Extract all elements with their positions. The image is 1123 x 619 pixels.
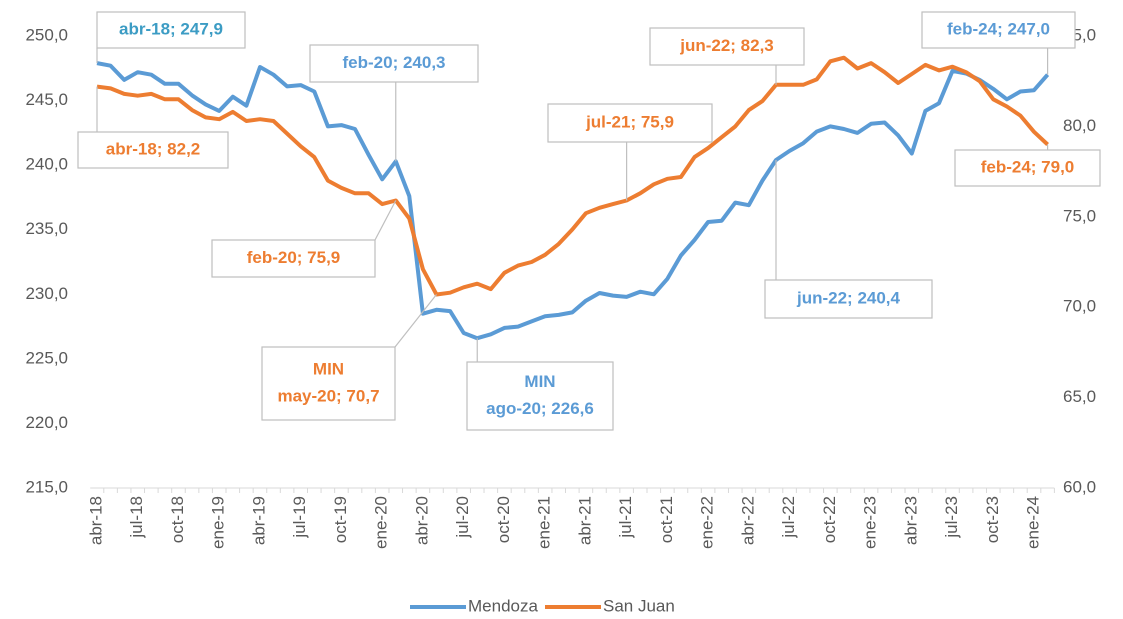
x-tick-label: ene-23 — [861, 496, 880, 549]
x-tick-label: ene-19 — [209, 496, 228, 549]
annotation-box — [77, 131, 229, 169]
annotation-box — [547, 103, 713, 143]
annotation-text: feb-20; 75,9 — [247, 248, 341, 267]
annotation-text: MIN — [524, 372, 555, 391]
x-tick-label: jul-21 — [616, 496, 635, 539]
x-tick-label: ene-21 — [535, 496, 554, 549]
x-tick-label: abr-22 — [738, 496, 757, 545]
annotation-box — [921, 11, 1076, 49]
x-tick-label: oct-22 — [820, 496, 839, 543]
annotation-box — [954, 149, 1101, 187]
annotation-text: jun-22; 240,4 — [796, 288, 901, 307]
x-tick-label: abr-19 — [249, 496, 268, 545]
x-tick-label: oct-21 — [657, 496, 676, 543]
x-tick-label: abr-21 — [575, 496, 594, 545]
y2-tick-label: 60,0 — [1063, 477, 1096, 496]
annotation-text: ago-20; 226,6 — [486, 399, 594, 418]
y-tick-label: 235,0 — [25, 219, 68, 238]
annotation-text: feb-24; 247,0 — [947, 19, 1050, 38]
y-tick-label: 250,0 — [25, 25, 68, 44]
annotation-text: feb-24; 79,0 — [981, 157, 1075, 176]
annotation-text: jul-21; 75,9 — [585, 112, 674, 131]
y2-tick-label: 70,0 — [1063, 297, 1096, 316]
x-tick-label: abr-23 — [901, 496, 920, 545]
legend-label: San Juan — [603, 596, 675, 615]
y2-tick-label: 80,0 — [1063, 116, 1096, 135]
annotation-box — [309, 44, 479, 83]
annotation-box — [764, 279, 933, 319]
annotation-text: may-20; 70,7 — [277, 386, 379, 405]
y2-tick-label: 65,0 — [1063, 387, 1096, 406]
annotation-leader — [374, 200, 397, 241]
annotation-text: abr-18; 82,2 — [106, 139, 201, 158]
x-tick-label: jul-18 — [127, 496, 146, 539]
x-tick-label: oct-23 — [983, 496, 1002, 543]
annotation-text: jun-22; 82,3 — [679, 36, 774, 55]
x-tick-label: ene-20 — [372, 496, 391, 549]
series-line — [96, 61, 1050, 341]
legend-label: Mendoza — [468, 596, 538, 615]
annotation-leader — [394, 294, 437, 348]
x-tick-label: oct-19 — [331, 496, 350, 543]
x-tick-label: oct-18 — [168, 496, 187, 543]
x-tick-label: ene-22 — [698, 496, 717, 549]
x-tick-label: jul-20 — [453, 496, 472, 539]
annotation-text: feb-20; 240,3 — [343, 53, 446, 72]
y-tick-label: 220,0 — [25, 413, 68, 432]
annotation-box — [649, 27, 805, 66]
y-tick-label: 245,0 — [25, 90, 68, 109]
x-tick-label: abr-18 — [86, 496, 105, 545]
series-line — [96, 55, 1049, 297]
x-tick-label: abr-20 — [412, 496, 431, 545]
y2-tick-label: 75,0 — [1063, 206, 1096, 225]
x-tick-label: jul-19 — [290, 496, 309, 539]
annotation-text: MIN — [313, 359, 344, 378]
y-tick-label: 225,0 — [25, 348, 68, 367]
x-tick-label: ene-24 — [1024, 496, 1043, 549]
x-tick-label: oct-20 — [494, 496, 513, 543]
y-tick-label: 230,0 — [25, 284, 68, 303]
annotation-box — [466, 361, 614, 431]
annotation-box — [211, 239, 376, 278]
annotation-text: abr-18; 247,9 — [119, 19, 223, 38]
x-tick-label: jul-22 — [779, 496, 798, 539]
y-tick-label: 240,0 — [25, 155, 68, 174]
x-tick-label: jul-23 — [942, 496, 961, 539]
annotation-box — [261, 346, 396, 421]
y-tick-label: 215,0 — [25, 477, 68, 496]
annotation-box — [96, 11, 246, 49]
